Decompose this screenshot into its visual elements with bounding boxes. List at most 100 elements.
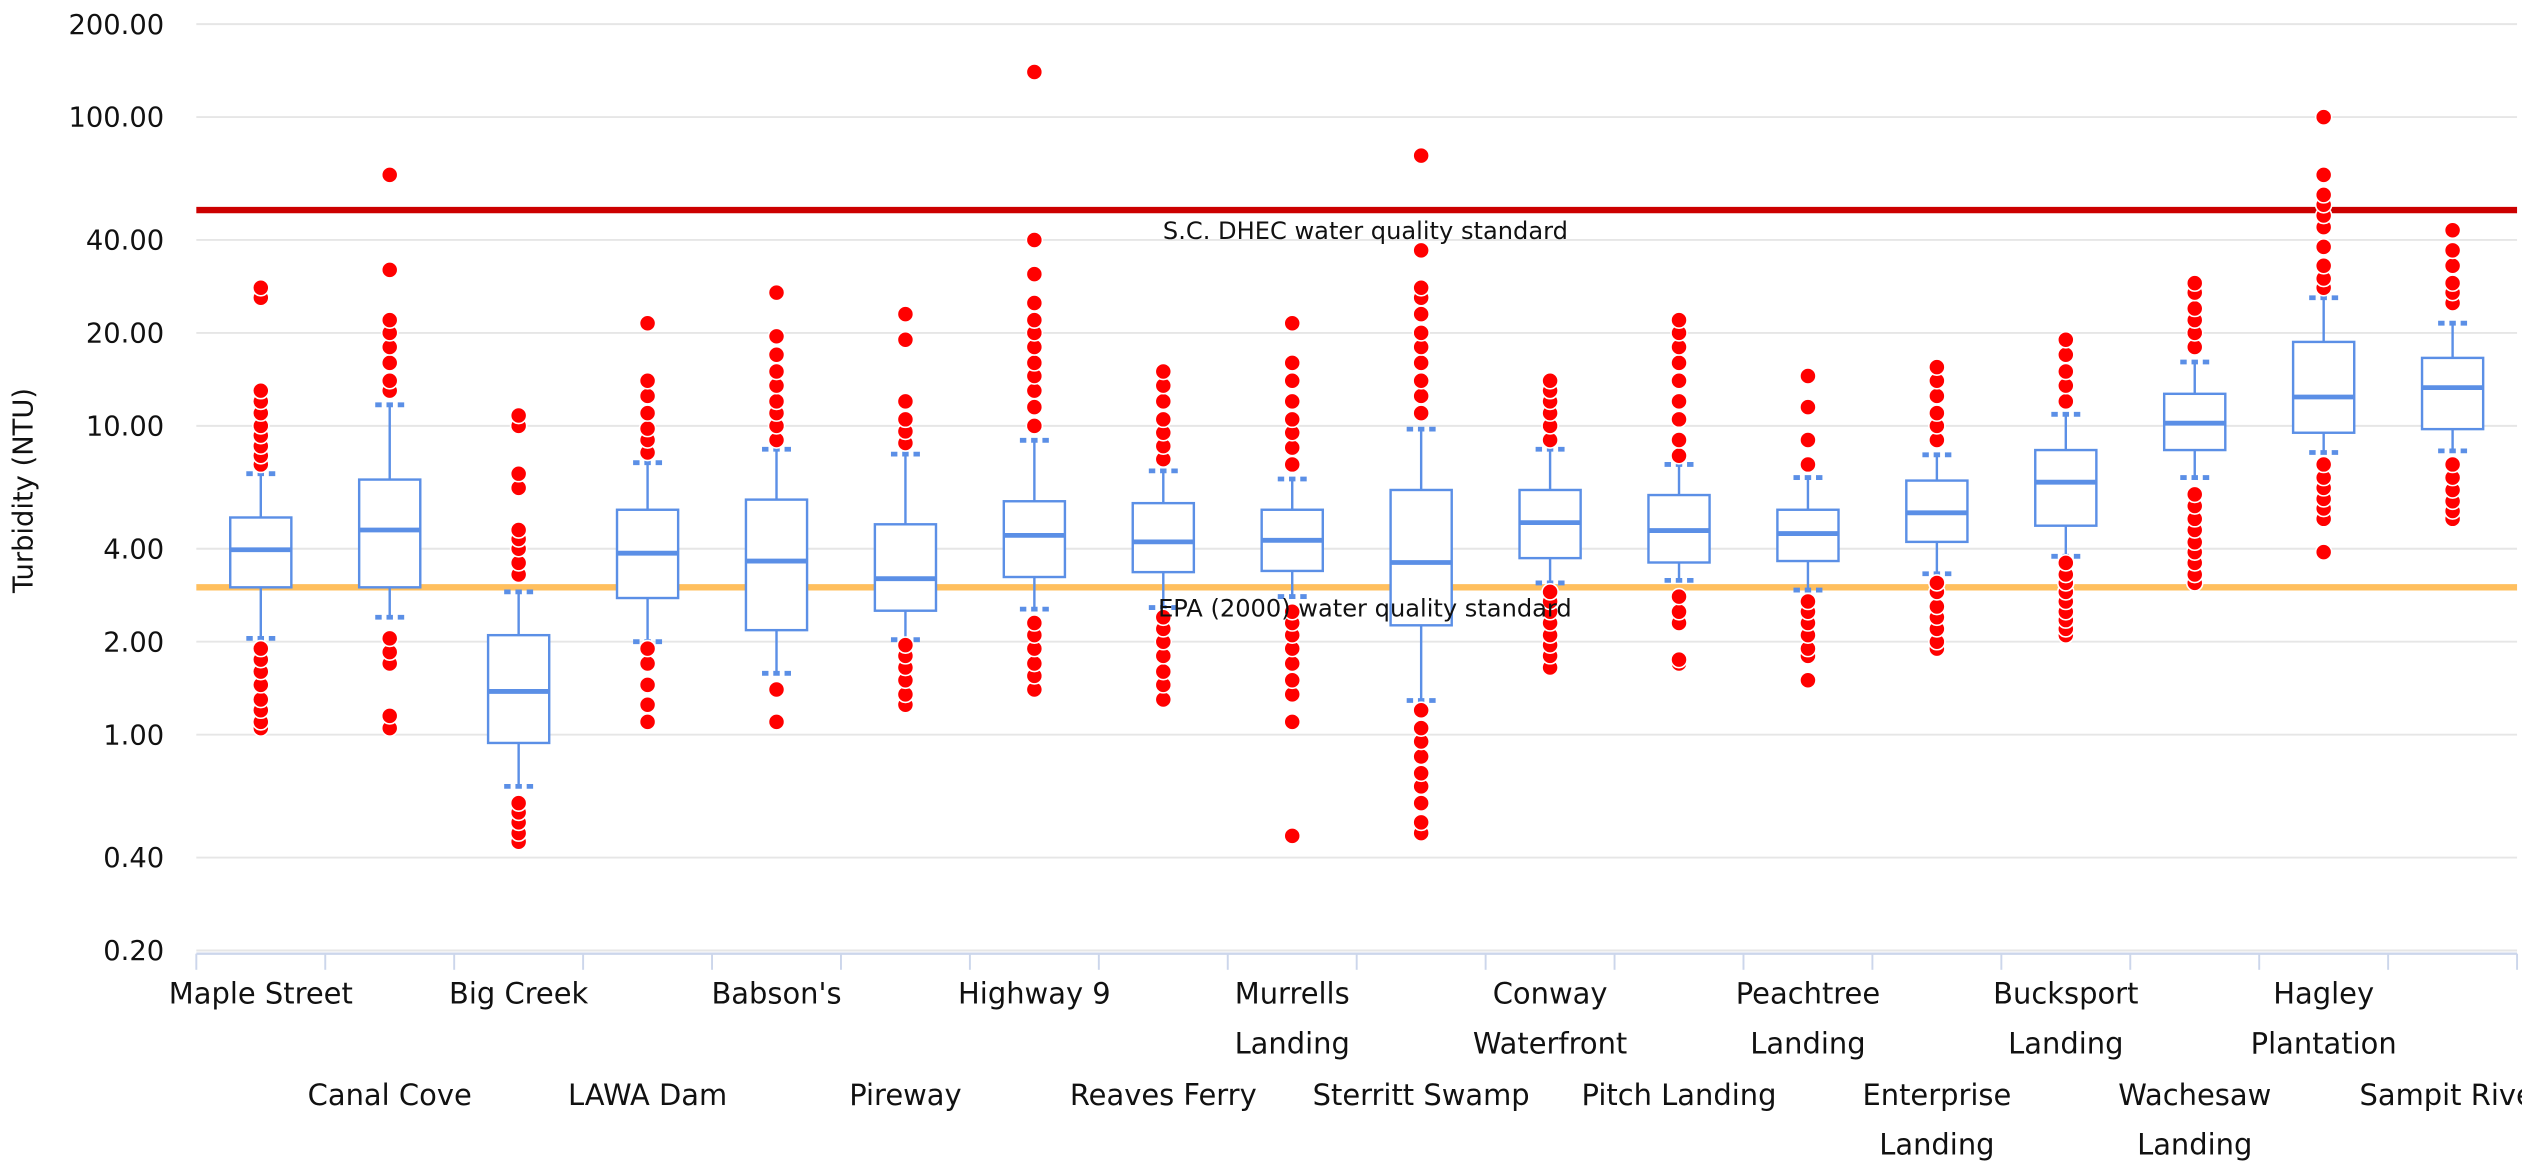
outlier [1283,353,1302,372]
outlier [1670,392,1688,411]
box [873,523,938,612]
outlier [251,278,270,297]
box-group [2162,274,2227,592]
x-tick-label: Reaves Ferry [1070,1078,1257,1112]
outlier [1928,574,1946,592]
outlier [1412,278,1431,297]
x-tick-label: Canal Cove [308,1078,472,1112]
box [229,516,293,589]
x-tick-label: Conway Waterfront [1473,977,1627,1061]
box [357,478,422,589]
outlier [1928,358,1946,376]
plot-line-label: S.C. DHEC water quality standard [1163,217,1568,245]
box [2420,356,2485,431]
outlier [767,713,786,731]
outlier [1670,431,1688,449]
outlier [1154,362,1173,381]
outlier [638,713,657,731]
outlier [1412,387,1431,405]
outlier [380,629,399,648]
outlier [380,707,399,725]
outlier [1670,446,1688,465]
outlier [1412,324,1431,342]
outlier [509,406,528,425]
outlier [1412,353,1431,372]
outlier [638,654,657,673]
outlier [1283,314,1302,333]
outlier [1412,701,1431,720]
y-tick-label: 0.40 [103,843,164,874]
y-tick-label: 40.00 [86,226,164,257]
box-group [229,278,293,737]
outlier [1799,455,1817,474]
outlier [638,314,657,333]
outlier [1025,63,1044,81]
outlier [1799,398,1817,416]
outlier [1412,719,1431,737]
outlier [1670,311,1688,329]
x-tick-label: Sterritt Swamp [1313,1078,1530,1112]
outlier [380,371,399,390]
outlier [638,639,657,658]
outlier [1412,747,1431,766]
x-tick-label: Maple Street [169,977,353,1011]
box-group [873,305,938,714]
outlier [1025,265,1044,283]
y-axis-title: Turbidity (NTU) [8,388,39,594]
y-tick-label: 2.00 [103,627,164,658]
outlier [380,261,399,279]
outlier [1283,654,1302,673]
outlier [1025,398,1044,416]
outlier [1154,392,1173,411]
outlier [509,794,528,813]
outlier [1799,431,1817,449]
outlier [1025,614,1044,632]
y-tick-label: 0.20 [103,936,164,967]
outlier [1025,294,1044,312]
box-group [1131,362,1196,709]
outlier [251,690,270,709]
outlier [638,675,657,694]
outlier [1283,438,1302,457]
box [744,498,809,632]
x-tick-label: Pireway [849,1078,961,1112]
x-tick-label: Murrells Landing [1235,977,1350,1061]
box [1131,501,1196,574]
box-group [1905,358,1969,658]
outlier [1283,827,1302,845]
outlier [638,419,657,438]
outlier [251,639,270,658]
outlier [2314,185,2333,204]
outlier [2056,330,2075,349]
box-group [1776,367,1840,690]
outlier [2443,455,2462,474]
outlier [767,327,786,346]
outlier [1670,650,1688,669]
outlier [251,381,270,400]
outlier [1928,387,1946,405]
box-group [1647,311,1711,673]
box [1002,500,1067,579]
x-tick-label: Wachesaw Landing [2118,1078,2271,1162]
outlier [1670,353,1688,372]
outlier [1283,371,1302,390]
x-tick-label: Big Creek [449,977,589,1011]
outlier [1412,371,1431,390]
x-tick-label: Sampit River [2359,1078,2522,1112]
box-group [2291,108,2356,561]
outlier [509,521,528,539]
outlier [2185,299,2204,318]
outlier [1283,455,1302,474]
outlier [1283,602,1302,621]
y-tick-label: 100.00 [69,103,165,134]
outlier [1154,662,1173,681]
outlier [896,636,915,654]
box [1389,488,1453,627]
x-tick-label: Babson's [711,977,841,1011]
outlier [1412,404,1431,422]
x-tick-label: Highway 9 [958,977,1111,1011]
outlier [1928,597,1946,616]
outlier [1541,583,1559,601]
